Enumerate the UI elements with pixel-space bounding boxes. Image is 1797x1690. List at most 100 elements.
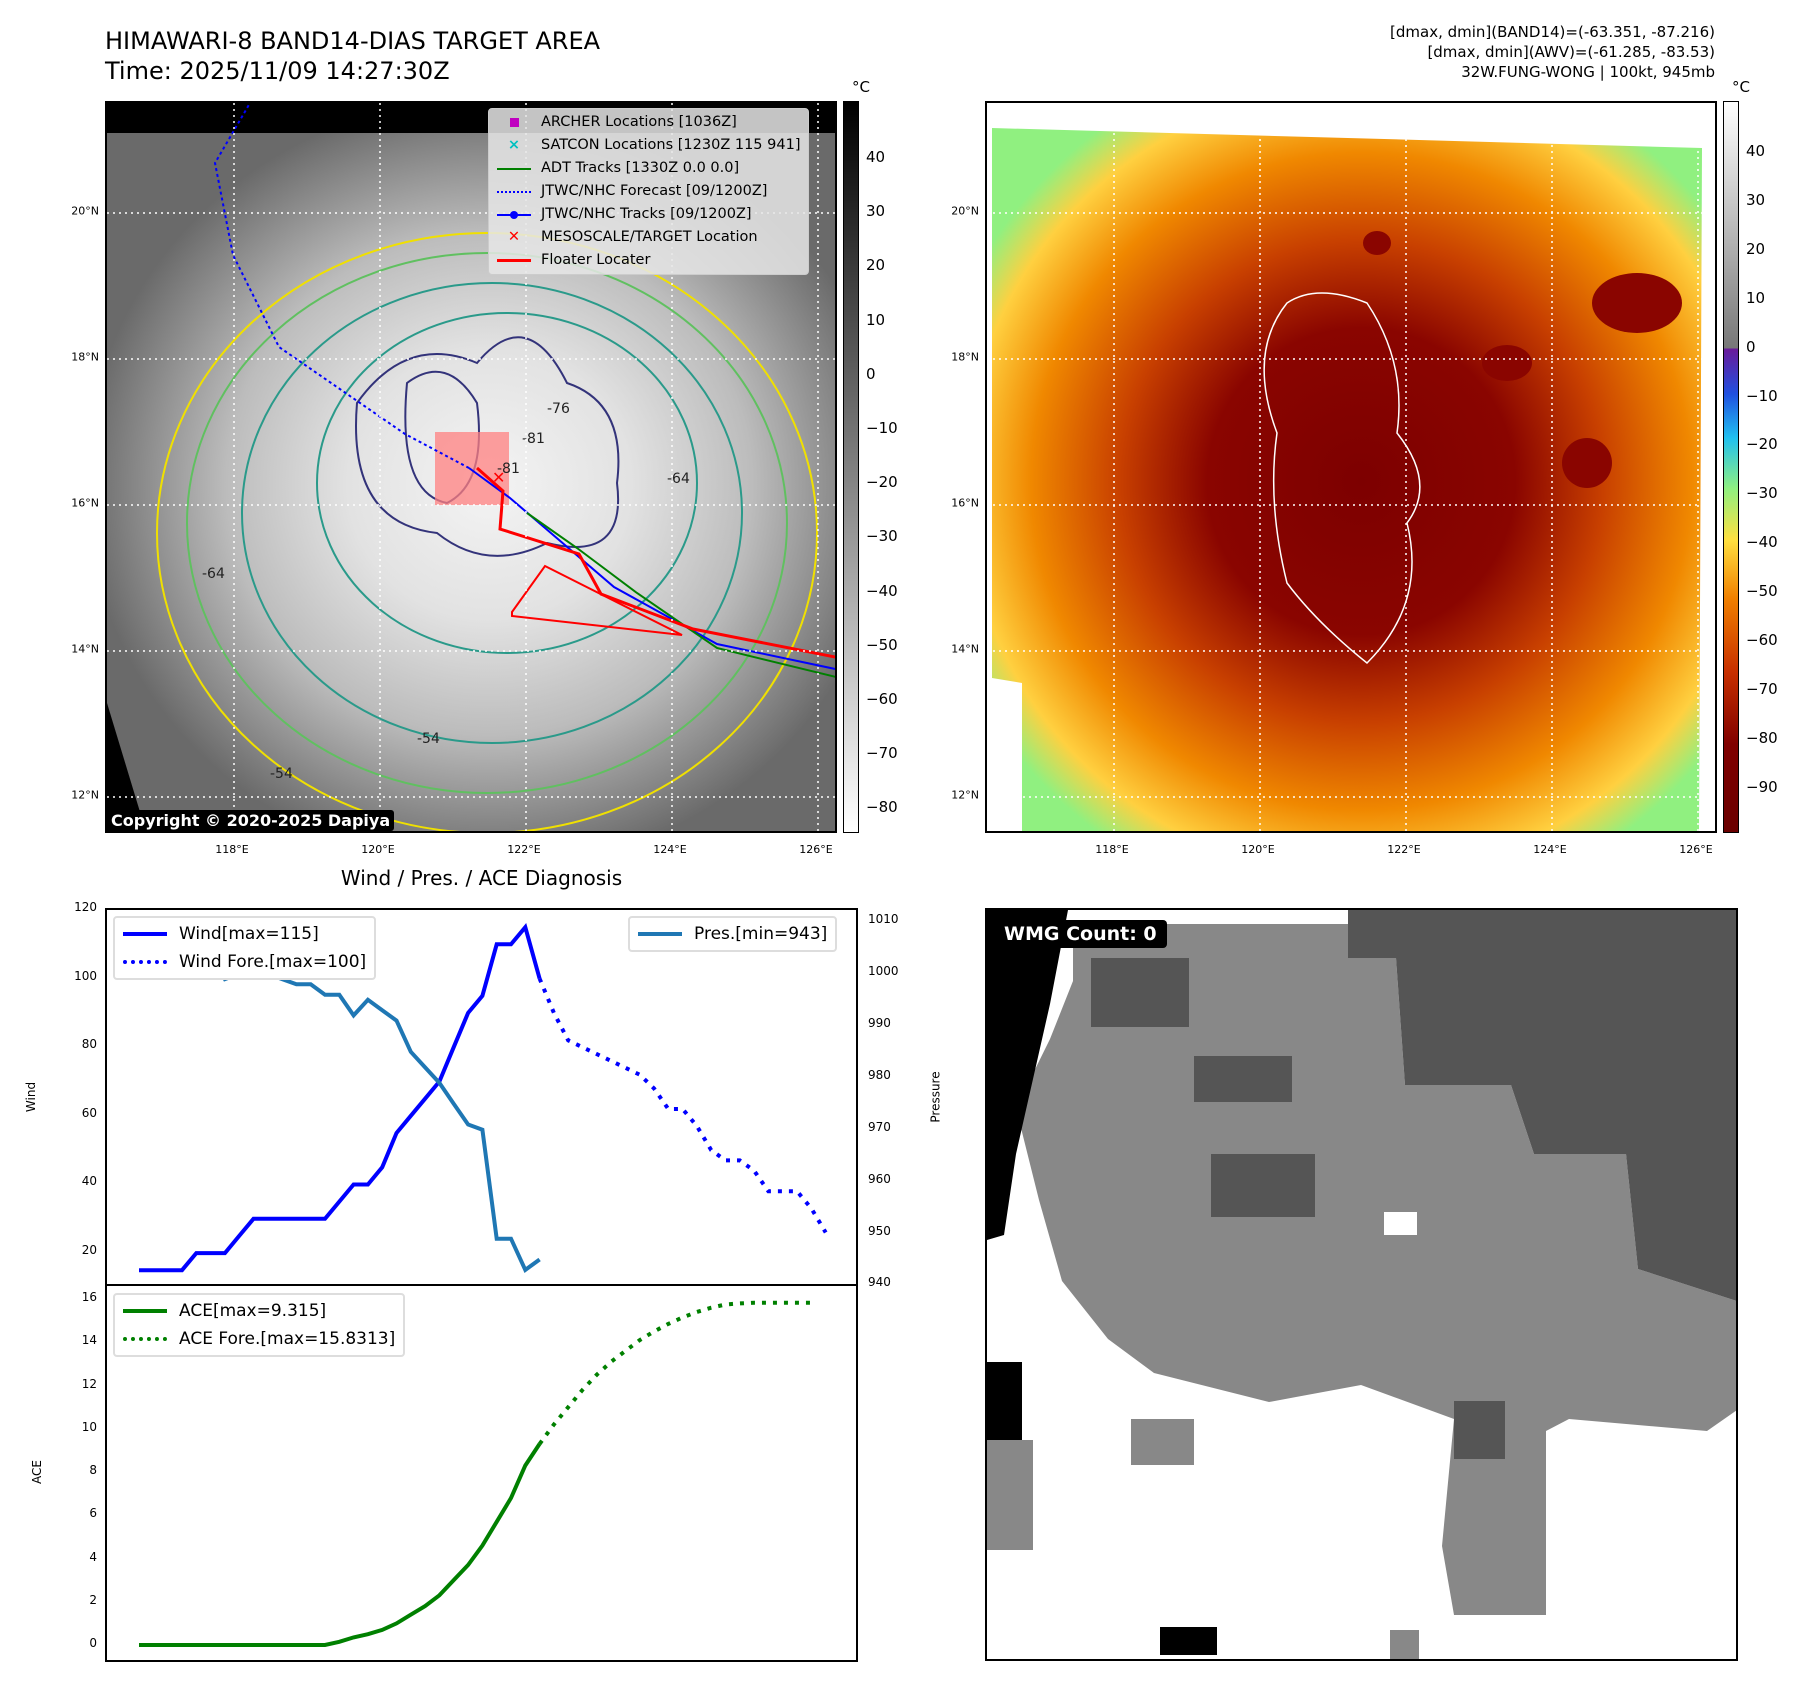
colorbar-tick: −40 (1746, 533, 1778, 552)
colorbar-tick: −30 (1746, 484, 1778, 503)
lat-tick: 20°N (71, 204, 99, 218)
colorbar-tick: 10 (1746, 288, 1766, 307)
wmg-panel (985, 908, 1738, 1661)
target-marker-icon: ✕ (492, 468, 505, 487)
lat-tick: 18°N (71, 350, 99, 364)
lon-tick: 122°E (1387, 843, 1421, 856)
legend-label: ACE Fore.[max=15.8313] (179, 1329, 396, 1349)
legend-adt: ADT Tracks [1330Z 0.0 0.0] (497, 157, 800, 180)
legend-ace-forecast: ACE Fore.[max=15.8313] (123, 1325, 395, 1353)
figure-title: HIMAWARI-8 BAND14-DIAS TARGET AREA Time:… (105, 26, 600, 86)
left-colorbar-unit: °C (852, 78, 870, 96)
dotted-line-icon (123, 1337, 167, 1341)
contour-label: -81 (522, 431, 545, 447)
axis-tick-label: 4 (89, 1549, 97, 1564)
colorbar-tick: −80 (1746, 728, 1778, 747)
wind-legend: Wind[max=115] Wind Fore.[max=100] (113, 916, 377, 980)
info-block: [dmax, dmin](BAND14)=(-63.351, -87.216) … (1390, 22, 1715, 82)
legend-satcon: × SATCON Locations [1230Z 115 941] (497, 134, 801, 157)
legend-archer: ARCHER Locations [1036Z] (497, 111, 800, 134)
colorbar-tick: −70 (1746, 679, 1778, 698)
lat-tick: 16°N (71, 496, 99, 510)
lon-tick: 118°E (215, 843, 249, 856)
lat-tick: 20°N (951, 204, 979, 218)
axis-tick-label: 60 (81, 1105, 97, 1120)
x-marker-icon: ✕ (507, 229, 521, 245)
dotted-line-icon (123, 960, 167, 964)
series-line-0-1 (537, 977, 828, 1234)
map-legend: ARCHER Locations [1036Z] × SATCON Locatio… (488, 108, 810, 275)
contour-label: -64 (202, 566, 225, 582)
ace-chart (105, 1284, 858, 1662)
axis-tick-label: 950 (868, 1223, 891, 1238)
legend-label: Floater Locater (541, 252, 651, 268)
lat-tick: 12°N (71, 788, 99, 802)
colorbar-tick: −10 (866, 419, 898, 437)
floater-locater-box (511, 564, 683, 636)
contour-label: -54 (417, 731, 440, 747)
colorbar-tick: 10 (866, 310, 886, 329)
legend-mesoscale: ✕ MESOSCALE/TARGET Location (497, 226, 800, 249)
axis-tick-label: 40 (81, 1174, 97, 1189)
wmg-grid (987, 910, 1736, 1659)
colorbar-tick: −50 (1746, 582, 1778, 601)
lon-tick: 124°E (1533, 843, 1567, 856)
colorbar-tick: −30 (866, 527, 898, 546)
ir-map-svg: ✕ -64 -64 -54 -54 -81 -81 -76 (107, 103, 835, 831)
legend-label: ARCHER Locations [1036Z] (541, 114, 737, 130)
ace-legend: ACE[max=9.315] ACE Fore.[max=15.8313] (113, 1293, 406, 1357)
mesoscale-target-box (435, 432, 509, 505)
axis-tick-label: 2 (89, 1592, 97, 1607)
lon-tick: 122°E (507, 843, 541, 856)
axis-tick-label: 12 (81, 1376, 97, 1391)
legend-label: MESOSCALE/TARGET Location (541, 229, 758, 245)
legend-label: SATCON Locations [1230Z 115 941] (541, 137, 801, 153)
lat-tick: 18°N (951, 350, 979, 364)
colorbar-tick: −60 (1746, 631, 1778, 649)
colorbar-tick: 0 (866, 364, 876, 383)
lat-tick: 12°N (951, 788, 979, 802)
colorbar-tick: 20 (866, 256, 886, 275)
dotted-line-icon (497, 190, 531, 193)
contour-label-group: -64 -64 -54 -54 -81 -81 -76 (202, 401, 690, 782)
series-line-0-0 (139, 922, 542, 1273)
line-icon (497, 259, 531, 262)
awv-map-svg (987, 103, 1715, 831)
legend-forecast: JTWC/NHC Forecast [09/1200Z] (497, 180, 800, 203)
legend-ace: ACE[max=9.315] (123, 1297, 395, 1325)
floater-locater-track (476, 466, 835, 659)
line-icon (123, 932, 167, 936)
info-band14: [dmax, dmin](BAND14)=(-63.351, -87.216) (1390, 23, 1715, 41)
colorbar-tick: −60 (866, 690, 898, 708)
legend-tracks: JTWC/NHC Tracks [09/1200Z] (497, 203, 800, 226)
adt-track (526, 512, 835, 678)
contour-label: -81 (497, 461, 520, 477)
line-icon (638, 932, 682, 936)
lat-tick: 14°N (71, 642, 99, 656)
jtwc-track (468, 467, 835, 670)
lat-tick: 14°N (951, 642, 979, 656)
time-text: Time: 2025/11/09 14:27:30Z (105, 57, 450, 85)
awv-color-map (985, 101, 1717, 833)
axis-tick-label: 970 (868, 1119, 891, 1134)
colorbar-tick: −70 (866, 744, 898, 763)
colorbar-tick: 30 (866, 202, 886, 221)
colorbar-tick: 20 (1746, 239, 1766, 258)
legend-wind-forecast: Wind Fore.[max=100] (123, 948, 366, 976)
axis-tick-label: 960 (868, 1171, 891, 1186)
lon-tick: 124°E (653, 843, 687, 856)
colorbar-tick: −90 (1746, 777, 1778, 796)
ace-axis-label: ACE (29, 1460, 44, 1484)
axis-tick-label: 80 (81, 1037, 97, 1052)
legend-label: JTWC/NHC Tracks [09/1200Z] (541, 206, 752, 222)
colorbar-tick: 40 (1746, 142, 1766, 160)
line-dot-icon (497, 210, 531, 219)
legend-wind: Wind[max=115] (123, 920, 366, 948)
axis-tick-label: 6 (89, 1506, 97, 1521)
colorbar-tick: −80 (866, 798, 898, 817)
axis-tick-label: 1000 (868, 963, 899, 978)
ace-plot (139, 1300, 812, 1647)
lon-tick: 120°E (1241, 843, 1275, 856)
axis-tick-label: 990 (868, 1015, 891, 1030)
axis-tick-label: 10 (81, 1419, 97, 1434)
